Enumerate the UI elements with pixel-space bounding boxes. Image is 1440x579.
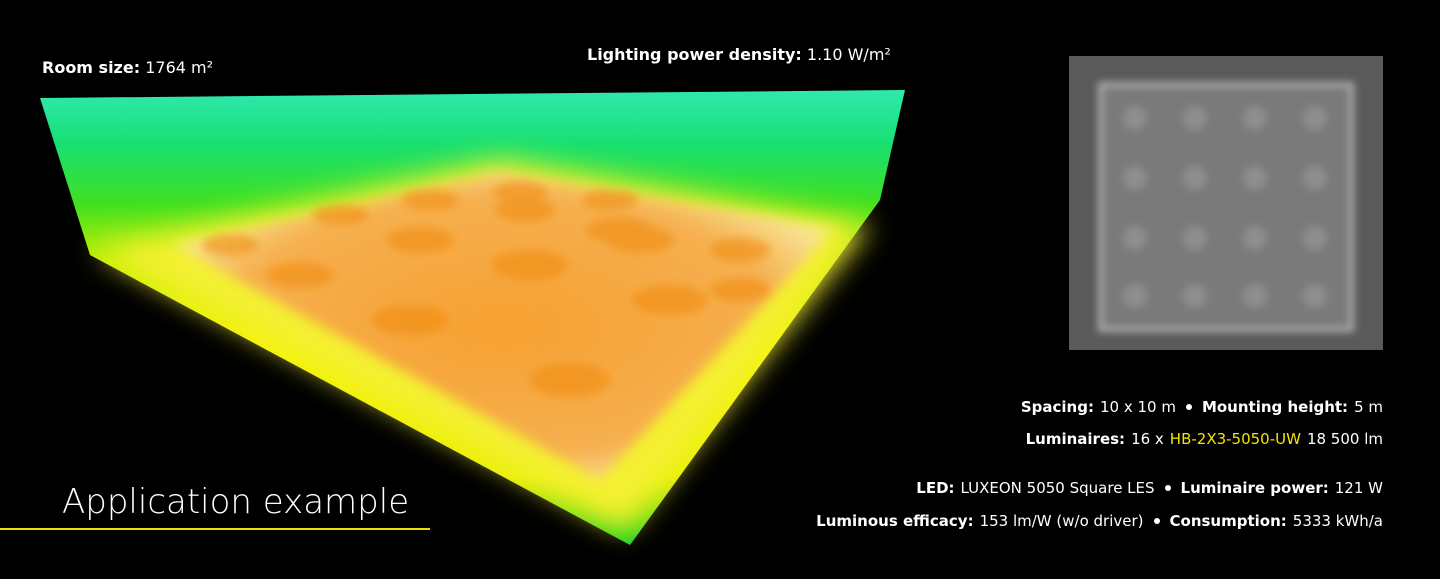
value: 121 W (1334, 479, 1383, 497)
separator (1164, 485, 1171, 491)
value: 1.10 W/m² (806, 45, 891, 64)
plan-spots (1123, 106, 1327, 308)
value: 1764 m² (145, 58, 214, 77)
separator (1153, 518, 1160, 524)
label: Room size: (42, 58, 141, 77)
value: LUXEON 5050 Square LES (960, 479, 1155, 497)
label: Luminaires: (1025, 430, 1126, 448)
label: Luminous efficacy: (816, 512, 974, 530)
light-spots (202, 182, 770, 397)
value: 5333 kWh/a (1292, 512, 1383, 530)
spec-row: Spacing: 10 x 10 m Mounting height: 5 m (1021, 398, 1383, 416)
label: Luminaire power: (1180, 479, 1329, 497)
label: Consumption: (1169, 512, 1287, 530)
title: Application example (62, 482, 410, 522)
value: 10 x 10 m (1099, 398, 1176, 416)
floor (175, 172, 835, 480)
spec-row: LED: LUXEON 5050 Square LES Luminaire po… (916, 479, 1383, 497)
room-size: Room size: 1764 m² (42, 58, 213, 77)
label: LED: (916, 479, 955, 497)
value: 153 lm/W (w/o driver) (979, 512, 1144, 530)
label: Lighting power density: (587, 45, 802, 64)
label: Mounting height: (1201, 398, 1349, 416)
title-underline (0, 528, 430, 530)
product[interactable]: HB-2X3-5050-UW (1169, 430, 1301, 448)
value: 16 x (1131, 430, 1164, 448)
label: Spacing: (1020, 398, 1094, 416)
lighting-power-density: Lighting power density: 1.10 W/m² (587, 45, 891, 64)
spec-row: Luminous efficacy: 153 lm/W (w/o driver)… (816, 512, 1383, 530)
value: 18 500 lm (1306, 430, 1383, 448)
spec-row: Luminaires: 16 x HB-2X3-5050-UW 18 500 l… (1026, 430, 1383, 448)
value: 5 m (1354, 398, 1383, 416)
separator (1185, 404, 1192, 410)
